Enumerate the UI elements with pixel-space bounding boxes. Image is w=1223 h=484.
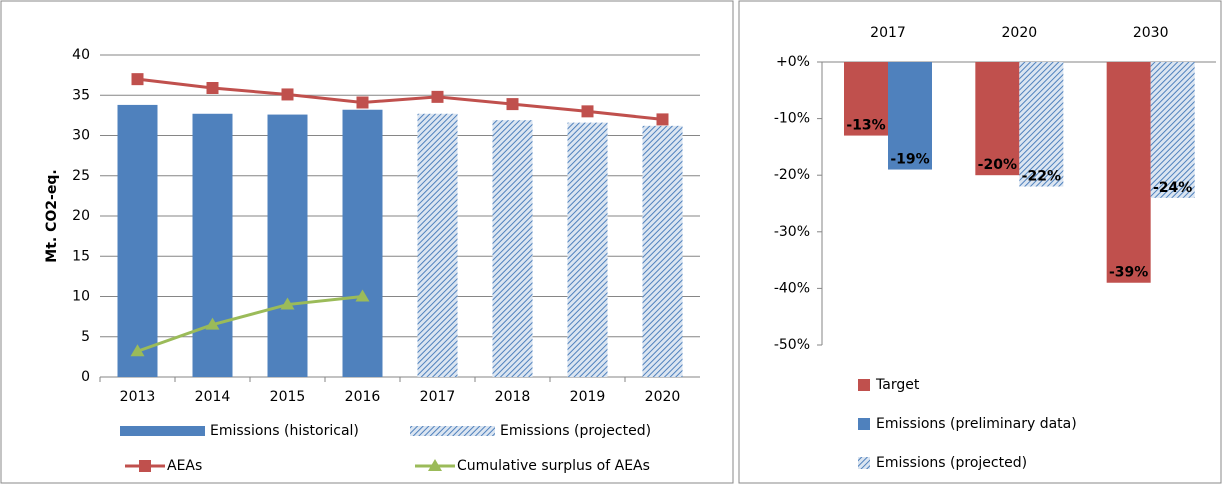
legend-swatch xyxy=(410,426,495,436)
bar xyxy=(844,62,888,136)
y-tick-label: 10 xyxy=(72,289,90,305)
legend-swatch xyxy=(858,418,870,430)
x-tick-label: 2020 xyxy=(645,389,681,405)
x-tick-label: 2015 xyxy=(270,389,306,405)
y-tick-label: 5 xyxy=(81,329,90,345)
marker xyxy=(506,98,519,111)
value-label: -39% xyxy=(1109,265,1148,281)
x-tick-label: 2018 xyxy=(495,389,531,405)
y-tick-label: 30 xyxy=(72,128,90,144)
x-tick-label: 2017 xyxy=(420,389,456,405)
y-tick-label: -20% xyxy=(774,167,810,183)
bar xyxy=(192,113,233,377)
legend-swatch xyxy=(120,426,205,436)
y-tick-label: +0% xyxy=(776,54,810,70)
value-label: -19% xyxy=(890,152,929,168)
marker xyxy=(280,297,295,310)
line xyxy=(136,295,363,353)
y-tick-label: 40 xyxy=(72,47,90,63)
legend-swatch xyxy=(858,379,870,391)
marker xyxy=(581,105,594,118)
bar xyxy=(975,62,1020,176)
y-tick-label: 25 xyxy=(72,168,90,184)
marker xyxy=(130,344,145,357)
right-panel xyxy=(738,0,1222,484)
y-tick-label: 0 xyxy=(81,369,90,385)
marker xyxy=(205,317,220,330)
y-tick-label: 15 xyxy=(72,248,90,264)
x-tick-label: 2017 xyxy=(870,25,906,41)
legend-label: Emissions (historical) xyxy=(210,423,359,439)
y-tick-label: -50% xyxy=(774,337,810,353)
x-tick-label: 2030 xyxy=(1133,25,1169,41)
legend-label: Emissions (preliminary data) xyxy=(876,416,1077,432)
y-axis-label: Mt. CO2-eq. xyxy=(44,169,60,262)
marker xyxy=(356,96,369,109)
legend-label: AEAs xyxy=(167,458,202,474)
marker xyxy=(281,88,294,101)
value-label: -24% xyxy=(1153,180,1192,196)
bar xyxy=(342,109,383,378)
legend-label: Target xyxy=(875,377,920,393)
y-tick-label: -10% xyxy=(774,111,810,127)
legend-swatch xyxy=(858,457,870,469)
bar xyxy=(1150,62,1195,198)
marker xyxy=(431,90,444,103)
x-tick-label: 2014 xyxy=(195,389,231,405)
marker xyxy=(206,82,219,95)
legend-marker xyxy=(139,460,151,472)
x-tick-label: 2013 xyxy=(120,389,156,405)
bar xyxy=(642,125,683,377)
bar xyxy=(888,62,932,170)
bar xyxy=(567,122,608,378)
legend-label: Emissions (projected) xyxy=(500,423,651,439)
bar xyxy=(117,104,158,377)
legend-label: Cumulative surplus of AEAs xyxy=(457,458,650,474)
bar xyxy=(267,114,308,377)
bar xyxy=(492,120,533,377)
value-label: -20% xyxy=(978,157,1017,173)
y-tick-label: -30% xyxy=(774,224,810,240)
x-tick-label: 2016 xyxy=(345,389,381,405)
y-tick-label: 20 xyxy=(72,208,90,224)
line xyxy=(137,77,663,121)
value-label: -13% xyxy=(846,118,885,134)
value-label: -22% xyxy=(1022,169,1061,185)
y-tick-label: 35 xyxy=(72,87,90,103)
marker xyxy=(355,289,370,302)
bar xyxy=(1019,62,1064,187)
bar xyxy=(1106,62,1151,283)
y-tick-label: -40% xyxy=(774,280,810,296)
marker xyxy=(131,73,144,86)
legend-label: Emissions (projected) xyxy=(876,455,1027,471)
bar xyxy=(417,113,458,377)
x-tick-label: 2020 xyxy=(1002,25,1038,41)
marker xyxy=(656,113,669,126)
legend-marker xyxy=(428,459,442,471)
left-panel xyxy=(0,0,734,484)
x-tick-label: 2019 xyxy=(570,389,606,405)
